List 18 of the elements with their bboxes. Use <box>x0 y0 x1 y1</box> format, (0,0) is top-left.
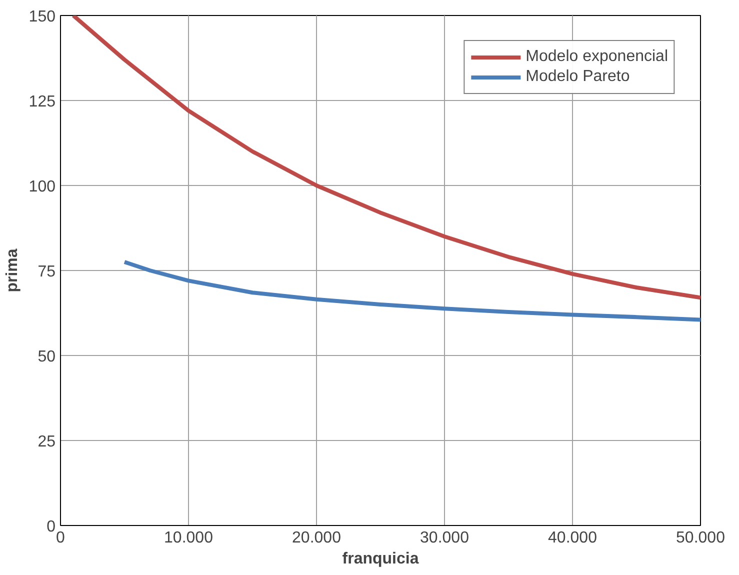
x-tick-label: 50.000 <box>676 530 726 546</box>
y-tick-label: 0 <box>46 518 56 536</box>
legend-label: Modelo exponencial <box>526 48 668 66</box>
legend-label: Modelo Pareto <box>526 68 630 86</box>
line-series <box>122 260 700 322</box>
y-tick-label: 75 <box>38 264 56 280</box>
y-axis-title: prima <box>4 248 21 292</box>
y-tick-label: 50 <box>38 348 56 366</box>
y-tick-label: 150 <box>28 8 56 26</box>
y-tick-label: 25 <box>38 434 56 450</box>
y-tick-label: 125 <box>28 94 56 110</box>
y-tick-label: 100 <box>28 178 56 196</box>
x-tick-label: 20.000 <box>292 530 342 546</box>
x-tick-label: 40.000 <box>548 530 598 546</box>
x-tick-label: 30.000 <box>420 530 470 546</box>
line-series <box>71 16 700 300</box>
x-axis-title: franquicia <box>342 550 419 568</box>
x-tick-label: 10.000 <box>164 530 214 546</box>
